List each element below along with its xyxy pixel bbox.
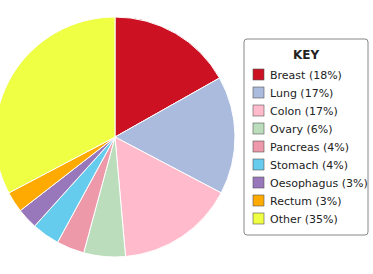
legend-label: Rectum (3%) xyxy=(270,195,342,208)
legend-label: Ovary (6%) xyxy=(270,123,332,136)
pie-slice xyxy=(0,17,115,193)
legend-title: KEY xyxy=(293,48,319,62)
legend-label: Breast (18%) xyxy=(270,69,342,82)
legend-swatch xyxy=(253,159,264,170)
chart-container: KEY Breast (18%) Lung (17%) Colon (17%) Ovar… xyxy=(0,0,373,274)
legend: KEY Breast (18%) Lung (17%) Colon (17%) Ovar… xyxy=(244,39,368,235)
legend-frame xyxy=(244,39,368,235)
legend-label: Pancreas (4%) xyxy=(270,141,349,154)
legend-swatch xyxy=(253,87,264,98)
legend-swatch xyxy=(253,141,264,152)
legend-swatch xyxy=(253,69,264,80)
legend-swatch xyxy=(253,123,264,134)
pie-slice xyxy=(115,137,221,257)
legend-swatch xyxy=(253,177,264,188)
legend-swatch xyxy=(253,195,264,206)
legend-label: Lung (17%) xyxy=(270,87,333,100)
legend-label: Colon (17%) xyxy=(270,105,338,118)
legend-label: Other (35%) xyxy=(270,213,338,226)
legend-swatch xyxy=(253,105,264,116)
pie xyxy=(0,17,235,257)
legend-label: Oesophagus (3%) xyxy=(270,177,368,190)
legend-swatch xyxy=(253,213,264,224)
chart-svg: KEY Breast (18%) Lung (17%) Colon (17%) Ovar… xyxy=(0,0,373,274)
legend-label: Stomach (4%) xyxy=(270,159,348,172)
